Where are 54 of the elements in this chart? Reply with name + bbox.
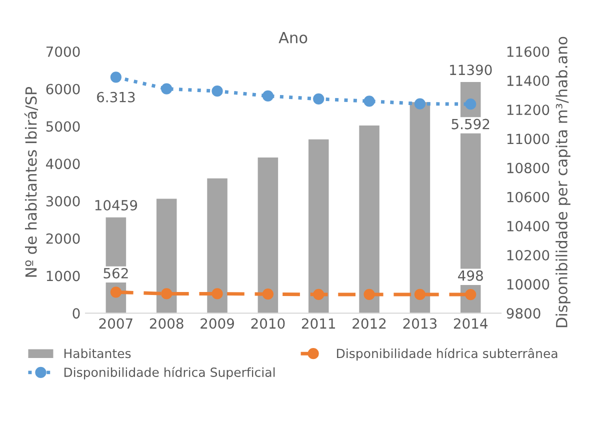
point [414,98,426,110]
y2-tick-label: 10400 [507,220,550,232]
y2-tick-label: 9800 [506,308,540,319]
y2-tick-label: 11200 [507,104,550,116]
y-tick-label: 0 [72,308,80,319]
point [212,288,223,300]
y2-tick-label: 10600 [507,192,550,202]
point [465,98,476,110]
y-tick-label: 1000 [46,270,80,282]
point [110,286,122,298]
point [161,288,172,300]
data-label: 498 [458,270,483,281]
x-tick-label: 2010 [251,318,285,329]
y-axis-title: Nº de habitantes Ibirá/SP [24,86,38,277]
x-tick-label: 2009 [200,318,234,329]
point [414,288,426,300]
point [313,288,324,300]
point [364,288,375,300]
point [364,96,375,107]
legend-label: Habitantes [64,348,131,358]
chart-title: Ano [278,32,308,44]
point [313,93,324,105]
data-label: 11390 [450,64,492,76]
y2-tick-label: 10800 [507,162,550,174]
y-tick-label: 6000 [46,84,80,94]
point [110,72,122,83]
y2-tick-label: 11000 [507,134,550,144]
y2-tick-label: 11600 [507,46,550,57]
y2-tick-label: 11400 [507,76,550,86]
data-label: 562 [104,268,128,278]
legend-label: Disponibilidade hídrica Superficial [64,366,275,380]
x-tick-label: 2013 [403,318,437,329]
y-tick-label: 2000 [46,233,80,244]
y2-tick-label: 10200 [507,250,550,260]
y-tick-label: 7000 [46,46,80,57]
x-tick-label: 2012 [352,318,386,329]
point [161,83,172,94]
point [262,90,274,102]
y-tick-label: 3000 [46,196,80,206]
point [465,288,476,300]
data-label: 6.313 [97,92,135,102]
data-label: 10459 [95,200,138,211]
y2-axis-title: Disponibilidade per capita m³/hab.ano [556,36,570,328]
x-tick-label: 2008 [150,318,184,329]
data-label: 5.592 [452,118,490,130]
x-tick-label: 2007 [99,318,132,329]
x-tick-label: 2011 [302,318,336,329]
y-tick-label: 5000 [46,121,80,132]
point [212,86,223,97]
y-tick-label: 4000 [46,158,80,170]
point [262,288,274,300]
legend-label: Disponibilidade hídrica subterrânea [337,348,558,361]
y2-tick-label: 10000 [507,279,550,290]
x-tick-label: 2014 [454,318,488,329]
